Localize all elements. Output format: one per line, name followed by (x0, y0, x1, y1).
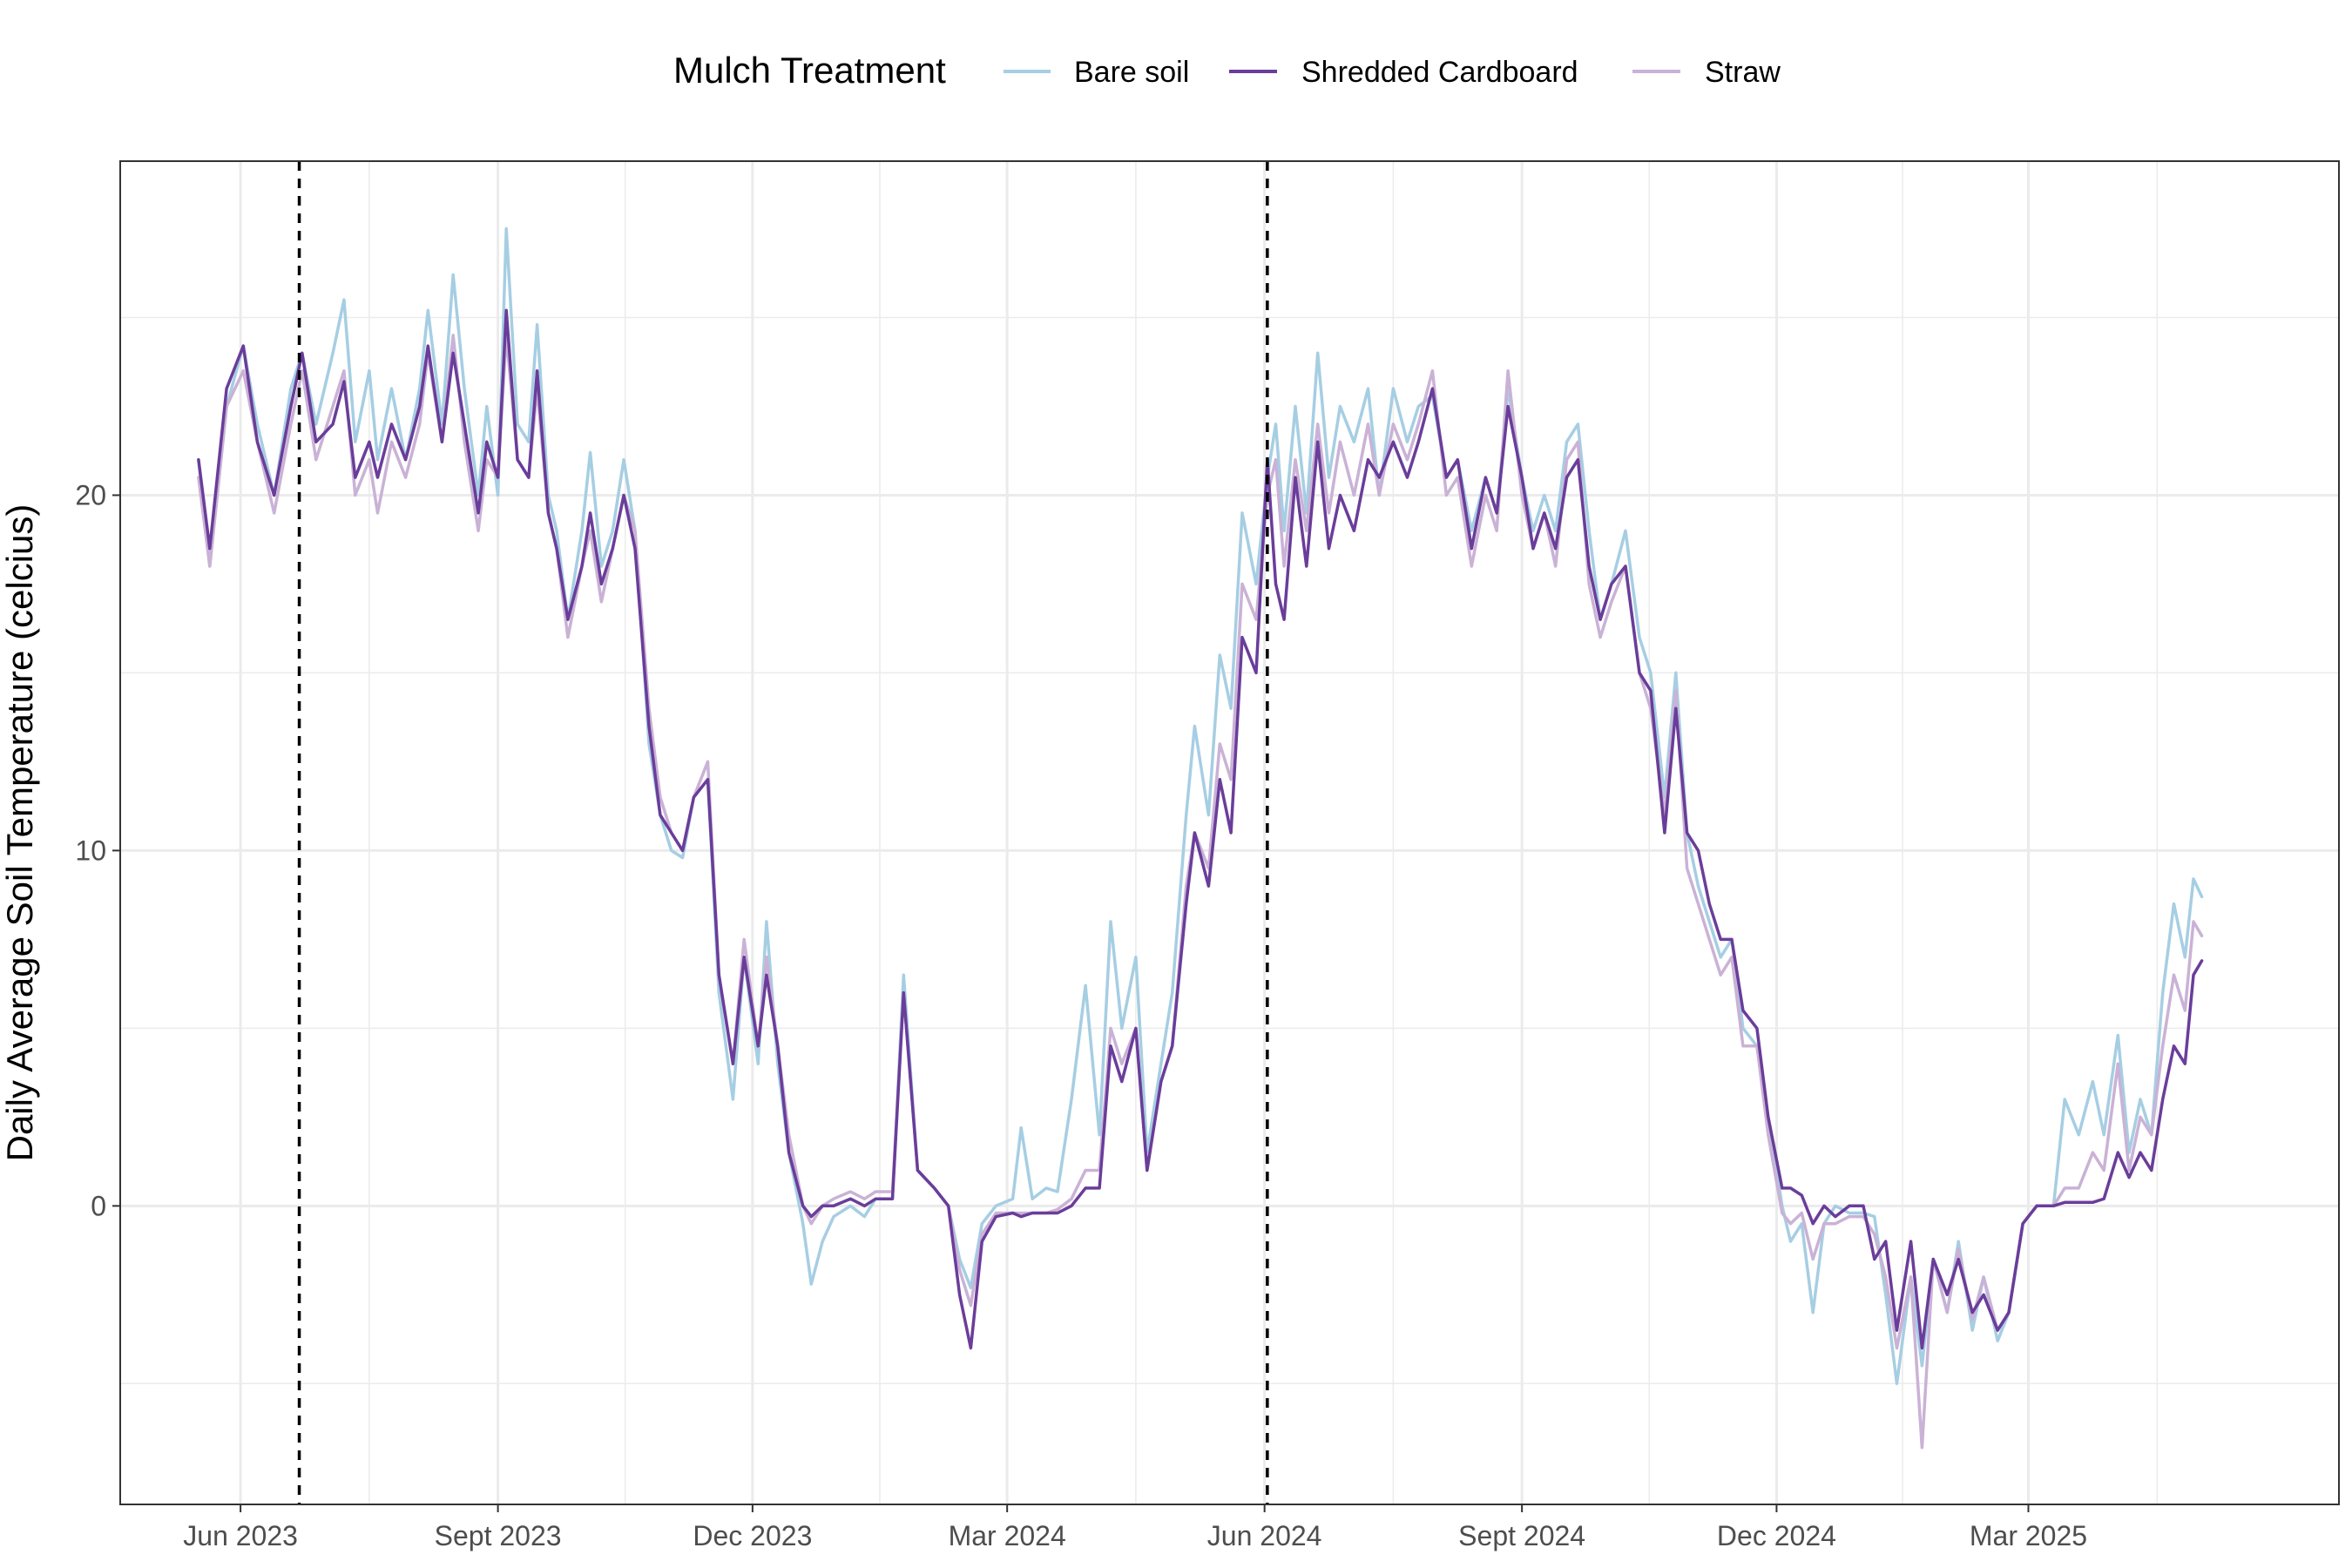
legend: Mulch Treatment Bare soil Shredded Cardb… (673, 50, 1781, 91)
legend-item-straw: Straw (1632, 56, 1781, 89)
legend-item-bare-soil: Bare soil (1004, 56, 1189, 89)
series-line-bare-soil (197, 226, 2204, 1386)
legend-title: Mulch Treatment (673, 50, 946, 91)
x-tick-label: Jun 2023 (183, 1520, 298, 1551)
y-tick-label: 20 (75, 479, 106, 510)
legend-item-shredded-cardboard: Shredded Cardboard (1229, 56, 1578, 89)
major-gridlines (120, 161, 2339, 1504)
x-axis: Jun 2023 Sept 2023 Dec 2023 Mar 2024 Jun 202… (183, 1504, 2087, 1551)
y-axis: 0 10 20 (75, 479, 120, 1221)
panel-border (119, 160, 2340, 1505)
y-tick-label: 10 (75, 835, 106, 866)
x-tick-label: Sept 2024 (1458, 1520, 1585, 1551)
legend-label-bare-soil: Bare soil (1074, 56, 1189, 89)
x-tick-label: Jun 2024 (1207, 1520, 1322, 1551)
legend-label-straw: Straw (1705, 56, 1781, 89)
series-line-shredded-cardboard (197, 308, 2204, 1350)
y-axis-title: Daily Average Soil Temperature (celcius) (0, 504, 40, 1162)
minor-gridlines (120, 161, 2339, 1504)
x-tick-label: Sept 2023 (435, 1520, 562, 1551)
x-tick-label: Dec 2024 (1717, 1520, 1836, 1551)
x-tick-label: Mar 2025 (1970, 1520, 2087, 1551)
x-tick-label: Mar 2024 (949, 1520, 1066, 1551)
y-tick-label: 0 (91, 1190, 106, 1221)
legend-label-shredded-cardboard: Shredded Cardboard (1301, 56, 1578, 89)
x-tick-label: Dec 2023 (693, 1520, 812, 1551)
reference-lines (297, 161, 1269, 1504)
series-lines (197, 226, 2204, 1450)
